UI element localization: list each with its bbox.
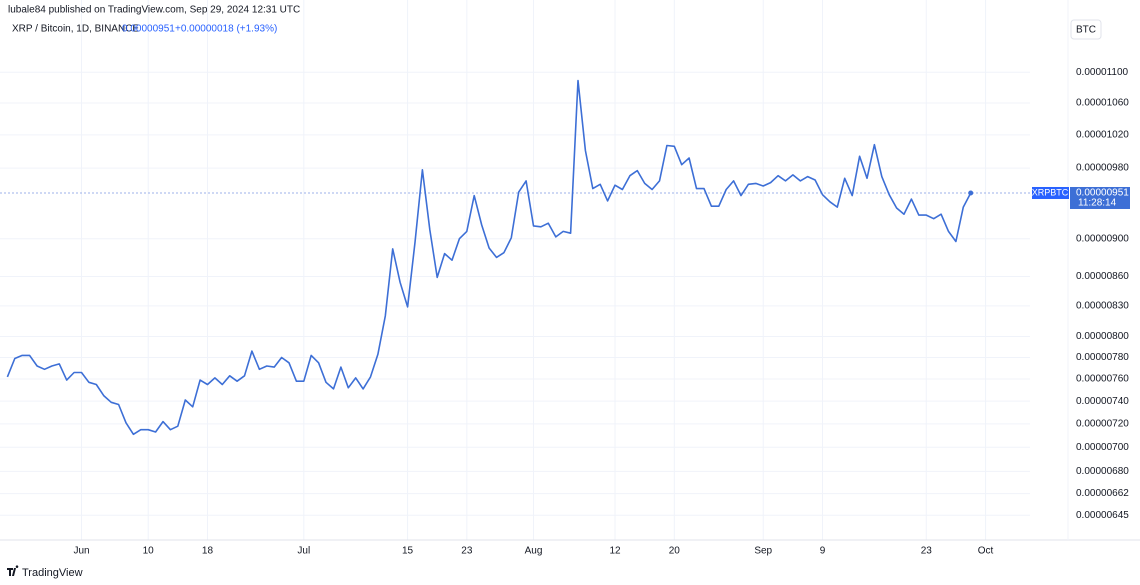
y-tick-label: 0.00000740 [1076,396,1129,407]
y-tick-label: 0.00001020 [1076,130,1129,141]
y-tick-label: 0.00000900 [1076,233,1129,244]
x-tick-label: 23 [921,546,933,557]
series-label-box [1032,186,1069,199]
y-tick-label: 0.00001100 [1076,67,1129,78]
y-tick-label: 0.00001060 [1076,98,1129,109]
y-tick-label: 0.00000830 [1076,301,1129,312]
price-line [6,79,972,436]
y-tick-label: 0.00000980 [1076,163,1129,174]
x-tick-label: 23 [461,546,473,557]
grid [0,0,1030,540]
x-tick-label: Jun [73,546,89,557]
x-tick-label: Sep [754,546,772,557]
countdown: 11:28:14 [1078,198,1117,209]
y-tick-label: 0.00000645 [1076,510,1129,521]
y-tick-label: 0.00000780 [1076,352,1129,363]
logo-icon [7,565,19,576]
price-label: 0.00000951 [1076,188,1129,199]
x-tick-label: 12 [609,546,621,557]
x-tick-label: 20 [669,546,681,557]
price-label-box [1070,186,1130,209]
unit-label: BTC [1076,25,1096,36]
chart-title: XRP / Bitcoin, 1D, BINANCE [12,24,139,35]
y-tick-label: 0.00000680 [1076,466,1129,477]
x-tick-label: Jul [297,546,310,557]
x-tick-label: 9 [820,546,826,557]
price-change: +0.00000018 (+1.93%) [175,24,277,35]
y-tick-label: 0.00000662 [1076,488,1129,499]
last-price-header: 0.00000951 [122,24,175,35]
x-tick-label: Aug [525,546,543,557]
y-tick-label: 0.00000800 [1076,331,1129,342]
y-tick-label: 0.00000700 [1076,442,1129,453]
x-tick-label: 18 [202,546,214,557]
publisher-header: lubale84 published on TradingView.com, S… [8,5,300,16]
y-tick-label: 0.00000720 [1076,419,1129,430]
x-tick-label: 15 [402,546,414,557]
last-point [968,190,974,196]
y-tick-label: 0.00000860 [1076,271,1129,282]
series-label: XRPBTC [1032,187,1069,197]
tradingview-logo: TradingView [7,565,83,579]
x-tick-label: 10 [143,546,155,557]
unit-box[interactable] [1070,19,1102,40]
y-tick-label: 0.00000760 [1076,374,1129,385]
x-tick-label: Oct [978,546,994,557]
footer-brand: TradingView [22,567,83,579]
